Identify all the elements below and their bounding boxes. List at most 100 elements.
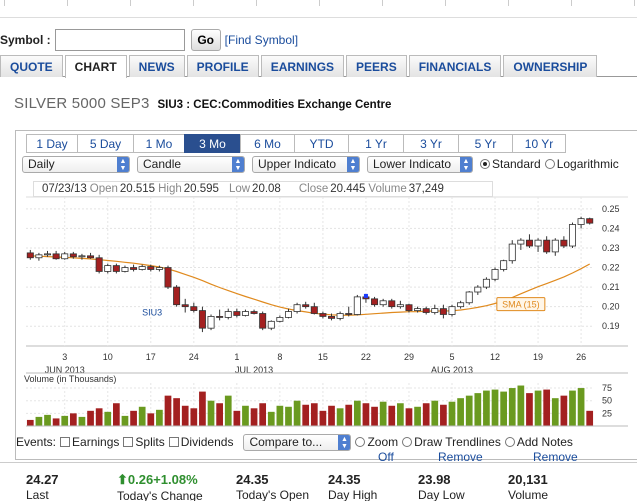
candle-down [216,316,224,318]
range-1-mo[interactable]: 1 Mo [133,134,184,153]
scale-standard-radio[interactable]: Standard [480,157,541,171]
x-tick-label: 15 [318,352,328,362]
range-3-mo[interactable]: 3 Mo [184,134,240,153]
x-tick-label: 8 [277,352,282,362]
zoom-off-link[interactable]: Off [378,450,394,464]
range-1-day[interactable]: 1 Day [26,134,77,153]
x-tick-label: 5 [449,352,454,362]
candle-down [310,306,318,314]
volume-bar-up [448,401,456,426]
tab-financials[interactable]: FINANCIALS [408,55,502,77]
x-tick-label: 3 [62,352,67,362]
volume-bar-down [199,391,206,426]
add-notes-radio[interactable]: Add Notes [504,435,573,449]
chart-style-select[interactable]: Candle ▲ ▼ [137,155,245,173]
price-chart[interactable]: 0.19 0.20 0.21 0.22 0.23 0.24 0.25 3 10 17 24 1 8 15 2… [16,131,637,431]
open-value: 24.35 [236,472,269,487]
symbol-input[interactable] [54,29,185,51]
candle-down [112,265,120,272]
find-symbol-link[interactable]: [Find Symbol] [224,33,299,47]
candle-up [414,308,422,311]
go-button[interactable]: Go [190,29,221,51]
draw-trendlines-radio[interactable]: Draw Trendlines [402,435,501,449]
candle-down [328,316,336,319]
x-tick-label: 29 [404,352,414,362]
events-label: Events: [16,435,57,449]
splits-label: Splits [135,435,165,449]
volume-value: 20,131 [508,472,548,487]
month-label: JUL 2013 [235,365,273,375]
range-10-yr[interactable]: 10 Yr [512,134,566,153]
zoom-label: Zoom [367,435,399,449]
candle-up [568,224,576,247]
chevron-updown-icon: ▲ ▼ [117,156,129,172]
hover-close: 20.445 [330,183,366,195]
change-value: ⬆0.26+1.08% [117,472,203,488]
notes-remove-link[interactable]: Remove [533,450,578,464]
symbol-search-row: Symbol : Go [Find Symbol] [0,28,298,52]
volume-bar-up [508,388,516,426]
candle-down [371,298,379,306]
scale-log-radio[interactable]: Logarithmic [544,157,619,171]
tab-profile[interactable]: PROFILE [186,55,259,77]
scale-standard-label: Standard [492,157,541,171]
volume-bar-down [388,405,396,426]
tab-chart[interactable]: CHART [64,55,127,78]
tab-news[interactable]: NEWS [128,55,185,77]
radio-icon [402,437,413,447]
candle-down [95,257,103,272]
chart-style-value: Candle [143,157,182,171]
candle-down [87,255,95,259]
range-6-mo[interactable]: 6 Mo [240,134,294,153]
candle-down [190,306,198,311]
candle-up [138,266,146,270]
hover-open: 20.515 [119,183,156,195]
hover-low-label: Low [228,183,251,195]
candle-up [293,304,301,312]
hover-volume-label: Volume [368,183,407,195]
candle-up [448,306,456,315]
splits-checkbox[interactable] [123,437,134,447]
candle-down [345,313,353,315]
volume-bar-up [156,409,163,426]
range-5-day[interactable]: 5 Day [77,134,133,153]
lower-indicator-select[interactable]: Lower Indicato ▲ ▼ [367,155,473,173]
change-text: 0.26+1.08% [127,472,198,487]
volume-tick-label: 75 [602,383,612,393]
candle-up [104,265,112,272]
volume-bar-down [362,403,370,426]
volume-bar-up [267,411,275,426]
zoom-radio[interactable]: Zoom [355,435,398,449]
volume-bar-down [310,403,318,426]
tab-earnings[interactable]: EARNINGS [260,55,345,77]
y-tick-label: 0.19 [602,321,620,331]
dividends-checkbox[interactable] [168,437,179,447]
open-label: Today's Open [236,488,310,501]
sma-label: SMA (15) [502,300,540,310]
tab-quote[interactable]: QUOTE [0,55,63,77]
range-5-yr[interactable]: 5 Yr [458,134,512,153]
candle-down [543,239,551,253]
candle-up [276,317,284,322]
volume-bar-up [224,395,232,426]
volume-title: Volume (in Thousands) [24,374,116,384]
range-ytd[interactable]: YTD [294,134,348,153]
candle-down [259,313,267,329]
compare-select[interactable]: Compare to... ▲ ▼ [243,433,352,451]
candle-up [457,302,465,308]
range-1-yr[interactable]: 1 Yr [348,134,403,153]
volume-bar-up [517,385,525,426]
tab-ownership[interactable]: OWNERSHIP [503,55,598,77]
volume-bar-up [397,403,404,426]
draw-trendlines-label: Draw Trendlines [414,435,501,449]
candle-down [422,308,430,313]
upper-indicator-select[interactable]: Upper Indicato ▲ ▼ [252,155,360,173]
volume-bar-up [207,400,215,426]
earnings-checkbox[interactable] [60,437,71,447]
trendlines-remove-link[interactable]: Remove [438,450,483,464]
frequency-select[interactable]: Daily ▲ ▼ [22,155,130,173]
range-3-yr[interactable]: 3 Yr [403,134,458,153]
volume-bar-down [190,408,198,426]
volume-bar-down [130,410,137,426]
tab-peers[interactable]: PEERS [346,55,407,77]
